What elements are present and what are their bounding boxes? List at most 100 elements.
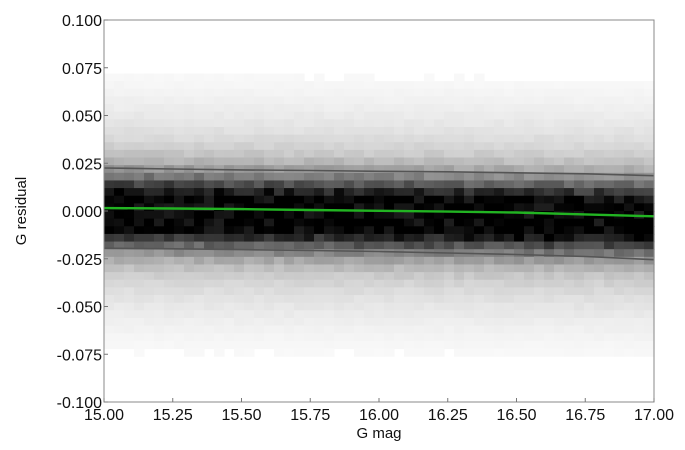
- heatmap-cell: [584, 348, 595, 357]
- heatmap-cell: [624, 195, 635, 204]
- heatmap-cell: [594, 272, 605, 281]
- heatmap-cell: [344, 333, 355, 342]
- heatmap-cell: [334, 126, 345, 136]
- heatmap-cell: [294, 333, 305, 342]
- heatmap-cell: [424, 81, 435, 90]
- heatmap-cell: [374, 287, 385, 296]
- heatmap-cell: [444, 126, 455, 136]
- heatmap-cell: [584, 188, 595, 197]
- heatmap-cell: [454, 172, 465, 182]
- heatmap-cell: [424, 264, 435, 273]
- heatmap-cell: [284, 96, 295, 105]
- heatmap-cell: [584, 104, 595, 113]
- heatmap-cell: [104, 340, 115, 350]
- heatmap-cell: [634, 218, 645, 227]
- heatmap-cell: [474, 188, 485, 197]
- heatmap-cell: [234, 172, 245, 182]
- heatmap-cell: [184, 249, 195, 258]
- heatmap-cell: [104, 126, 115, 136]
- heatmap-cell: [524, 134, 535, 143]
- heatmap-cell: [264, 233, 275, 243]
- heatmap-cell: [184, 333, 195, 342]
- heatmap-cell: [134, 195, 145, 204]
- heatmap-cell: [564, 172, 575, 182]
- heatmap-cell: [174, 134, 185, 143]
- heatmap-cell: [264, 165, 275, 174]
- heatmap-cell: [584, 287, 595, 296]
- heatmap-cell: [514, 241, 525, 250]
- heatmap-cell: [514, 325, 525, 334]
- heatmap-cell: [594, 157, 605, 166]
- heatmap-cell: [314, 256, 325, 266]
- heatmap-cell: [354, 233, 365, 243]
- heatmap-cell: [494, 249, 505, 258]
- heatmap-cell: [144, 310, 155, 319]
- heatmap-cell: [174, 226, 185, 235]
- heatmap-cell: [404, 81, 415, 90]
- heatmap-cell: [484, 96, 495, 105]
- heatmap-cell: [354, 264, 365, 273]
- heatmap-cell: [574, 203, 585, 212]
- heatmap-cell: [364, 249, 375, 258]
- heatmap-cell: [174, 287, 185, 296]
- heatmap-cell: [504, 310, 515, 319]
- heatmap-cell: [544, 88, 555, 97]
- heatmap-cell: [464, 279, 475, 288]
- heatmap-cell: [174, 264, 185, 273]
- heatmap-cell: [294, 348, 305, 357]
- heatmap-cell: [344, 340, 355, 350]
- heatmap-cell: [134, 188, 145, 197]
- heatmap-cell: [144, 211, 155, 220]
- heatmap-cell: [294, 188, 305, 197]
- heatmap-cell: [444, 172, 455, 182]
- heatmap-cell: [224, 302, 235, 311]
- heatmap-cell: [244, 188, 255, 197]
- heatmap-cell: [264, 180, 275, 189]
- x-tick-label: 16.00: [359, 407, 399, 424]
- heatmap-cell: [184, 211, 195, 220]
- heatmap-cell: [354, 134, 365, 143]
- heatmap-cell: [354, 73, 365, 82]
- heatmap-cell: [444, 226, 455, 235]
- heatmap-cell: [174, 317, 185, 327]
- heatmap-cell: [414, 264, 425, 273]
- heatmap-cell: [634, 149, 645, 159]
- heatmap-cell: [364, 233, 375, 243]
- heatmap-cell: [154, 226, 165, 235]
- heatmap-cell: [524, 81, 535, 90]
- heatmap-cell: [344, 302, 355, 311]
- heatmap-cell: [614, 111, 625, 120]
- heatmap-cell: [174, 233, 185, 243]
- heatmap-cell: [164, 340, 175, 350]
- heatmap-cell: [194, 348, 205, 357]
- heatmap-cell: [634, 157, 645, 166]
- heatmap-cell: [504, 142, 515, 151]
- heatmap-cell: [474, 264, 485, 273]
- heatmap-cell: [364, 142, 375, 151]
- heatmap-cell: [204, 195, 215, 204]
- heatmap-cell: [544, 195, 555, 204]
- heatmap-cell: [254, 256, 265, 266]
- heatmap-cell: [204, 180, 215, 189]
- heatmap-cell: [474, 233, 485, 243]
- heatmap-cell: [414, 218, 425, 227]
- heatmap-cell: [194, 211, 205, 220]
- x-tick-label: 15.50: [221, 407, 261, 424]
- heatmap-cell: [614, 188, 625, 197]
- heatmap-cell: [374, 302, 385, 311]
- heatmap-cell: [294, 134, 305, 143]
- heatmap-cell: [474, 287, 485, 296]
- heatmap-cell: [514, 88, 525, 97]
- heatmap-cell: [264, 249, 275, 258]
- heatmap-cell: [374, 333, 385, 342]
- heatmap-cell: [484, 195, 495, 204]
- heatmap-cell: [204, 310, 215, 319]
- heatmap-cell: [274, 195, 285, 204]
- heatmap-cell: [314, 81, 325, 90]
- heatmap-cell: [284, 249, 295, 258]
- heatmap-cell: [154, 119, 165, 128]
- heatmap-cell: [224, 317, 235, 327]
- heatmap-cell: [204, 249, 215, 258]
- heatmap-cell: [264, 317, 275, 327]
